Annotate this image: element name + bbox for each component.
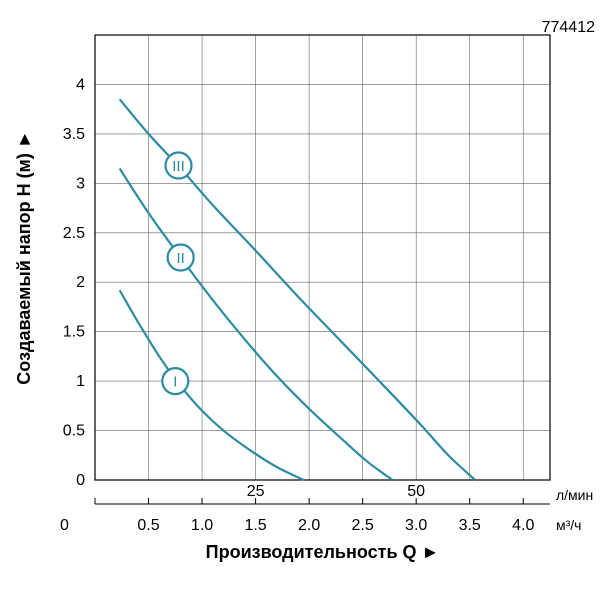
curve-marker-label-I: I bbox=[173, 374, 177, 391]
y-tick-label: 1 bbox=[76, 373, 85, 390]
x-primary-tick-label: 4.0 bbox=[512, 517, 534, 534]
y-tick-label: 4 bbox=[76, 76, 85, 93]
x-secondary-tick-label: 50 bbox=[407, 483, 425, 500]
x-primary-axis: 0 0.5 1.0 1.5 2.0 2.5 3.0 3.5 4.0 bbox=[60, 517, 534, 534]
y-tick-label: 3 bbox=[76, 175, 85, 192]
x-primary-tick-label: 0 bbox=[60, 517, 69, 534]
pump-curve-chart: IIIIII 00.511.522.533.54 2550 00.51.01.5… bbox=[0, 0, 600, 600]
grid bbox=[95, 35, 550, 480]
y-tick-label: 1.5 bbox=[63, 324, 85, 341]
curve-marker-label-II: II bbox=[176, 250, 184, 267]
curve-markers: IIIIII bbox=[162, 153, 193, 395]
x-axis-label: Производительность Q ► bbox=[206, 542, 440, 562]
y-axis-ticks: 0 0.5 1 1.5 2 2.5 3 3.5 4 bbox=[63, 76, 85, 489]
y-tick-label: 2.5 bbox=[63, 225, 85, 242]
curve-I bbox=[120, 290, 304, 480]
y-tick-label: 3.5 bbox=[63, 126, 85, 143]
x-primary-tick-label: 1.5 bbox=[244, 517, 266, 534]
curve-II bbox=[120, 169, 393, 481]
primary-unit-label: м³/ч bbox=[556, 517, 581, 533]
x-primary-tick-label: 0.5 bbox=[137, 517, 159, 534]
x-primary-tick-label: 2.5 bbox=[352, 517, 374, 534]
y-axis-label: Создаваемый напор H (м) ► bbox=[14, 130, 34, 384]
x-primary-tick-label: 1.0 bbox=[191, 517, 213, 534]
x-secondary-axis: 25 50 bbox=[95, 483, 550, 504]
y-tick-label: 0 bbox=[76, 472, 85, 489]
curve-marker-label-III: III bbox=[172, 158, 185, 175]
x-primary-tick-label: 3.5 bbox=[459, 517, 481, 534]
secondary-unit-label: л/мин bbox=[556, 487, 593, 503]
model-code: 774412 bbox=[542, 19, 595, 36]
y-tick-label: 2 bbox=[76, 274, 85, 291]
plot-frame bbox=[95, 35, 550, 480]
x-primary-tick-label: 2.0 bbox=[298, 517, 320, 534]
x-secondary-tick-label: 25 bbox=[247, 483, 265, 500]
y-tick-label: 0.5 bbox=[63, 423, 85, 440]
x-primary-tick-label: 3.0 bbox=[405, 517, 427, 534]
